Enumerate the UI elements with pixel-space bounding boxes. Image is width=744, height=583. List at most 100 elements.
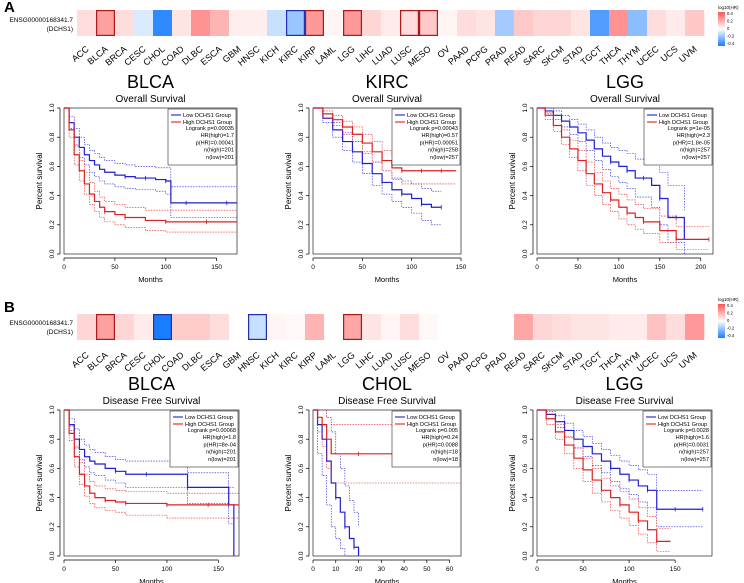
y-tick-label: 0.2 <box>49 522 56 531</box>
x-tick-label: 0 <box>535 566 539 573</box>
y-tick-label: 0.4 <box>298 191 305 200</box>
legend-title: log10(HR) <box>718 5 739 10</box>
legend-stat: p(HR)=0.00051 <box>420 140 458 146</box>
x-tick-label: 0 <box>311 566 315 573</box>
heatmap-0: ENSG00000168341.7(DCHS1)ACCBLCABRCACESCC… <box>9 5 739 69</box>
legend-stat: Logrank p=1e-05 <box>668 126 710 132</box>
heatmap-cell <box>324 10 344 36</box>
cancer-tick-label: UCEC <box>635 44 661 68</box>
legend-stat: Logrank p=0.0028 <box>664 428 709 434</box>
legend-stat: Logrank p=0.00043 <box>410 126 458 132</box>
heatmap-cell <box>590 314 610 340</box>
heatmap-cell <box>476 314 496 340</box>
ci-upper-line <box>313 107 442 192</box>
heatmap-cell <box>685 10 705 36</box>
y-axis-label: Percent survival <box>508 152 517 209</box>
heatmap-cell <box>172 10 192 36</box>
plot-subtitle: Disease Free Survival <box>576 396 674 407</box>
plot-title: BLCA <box>128 374 175 394</box>
y-tick-label: 0.0 <box>298 249 305 258</box>
legend-entry: Low DCHS1 Group <box>183 113 231 119</box>
plot-title: CHOL <box>362 374 412 394</box>
x-tick-label: 100 <box>613 264 624 271</box>
x-tick-label: 150 <box>211 264 222 271</box>
heatmap-cell <box>77 314 97 340</box>
legend-stat: HR(high)=1.7 <box>201 133 234 139</box>
heatmap-cell <box>362 314 382 340</box>
y-tick-label: 0.2 <box>49 220 56 229</box>
heatmap-cell <box>248 314 268 340</box>
y-tick-label: 0.8 <box>298 132 305 141</box>
heatmap-cell <box>647 10 667 36</box>
ci-lower-line <box>313 107 442 226</box>
heatmap-highlight <box>153 314 173 341</box>
y-tick-label: 0.8 <box>298 434 305 443</box>
heatmap-cell <box>324 314 344 340</box>
y-tick-label: 1.0 <box>298 405 305 414</box>
x-tick-label: 100 <box>162 566 173 573</box>
y-tick-label: 0.4 <box>298 493 305 502</box>
legend-entry: High DCHS1 Group <box>658 422 707 428</box>
heatmap-cell <box>609 314 629 340</box>
x-tick-label: 20 <box>355 566 363 573</box>
ci-upper-line <box>537 107 709 227</box>
x-tick-label: 100 <box>160 264 171 271</box>
y-tick-label: 0.8 <box>49 132 56 141</box>
y-tick-label: 0.2 <box>298 220 305 229</box>
ci-upper-line <box>537 409 703 491</box>
y-tick-label: 1.0 <box>522 405 529 414</box>
heatmap-highlight <box>400 10 420 36</box>
heatmap-cell <box>134 10 154 36</box>
y-tick-label: 0.0 <box>49 249 56 258</box>
heatmap-cell <box>362 10 382 36</box>
plot-title: KIRC <box>365 72 408 92</box>
legend-stat: p(HR)=0.00041 <box>196 140 234 146</box>
legend-entry: High DCHS1 Group <box>407 120 456 126</box>
legend-tick: 0.4 <box>727 11 733 16</box>
heatmap-cell <box>685 314 705 340</box>
heatmap-cell <box>267 314 287 340</box>
cancer-tick-label: KICH <box>258 350 281 371</box>
y-axis-label: Percent survival <box>284 454 293 511</box>
heatmap-cell <box>552 314 572 340</box>
cancer-tick-label: LGG <box>336 44 357 64</box>
y-tick-label: 1.0 <box>522 103 529 112</box>
heatmap-cell <box>267 10 287 36</box>
km-plot-blca-1: BLCA Disease Free Survival 0.0 0.2 0.4 0.6 0.8… <box>35 374 240 583</box>
y-axis-label: Percent survival <box>284 152 293 209</box>
legend-entry: High DCHS1 Group <box>407 422 456 428</box>
legend-colorbar <box>718 12 725 46</box>
legend-tick: -0.2 <box>727 326 735 331</box>
legend-stat: n(low)=257 <box>682 155 710 161</box>
legend-stat: HR(high)=2.3 <box>677 133 710 139</box>
y-tick-label: 0.4 <box>49 493 56 502</box>
heatmap-cell <box>514 10 534 36</box>
heatmap-cell <box>248 10 268 36</box>
heatmap-cell <box>419 10 439 36</box>
plot-frame <box>63 107 238 255</box>
heatmap-cell <box>571 10 591 36</box>
heatmap-highlight <box>305 10 325 36</box>
x-tick-label: 0 <box>62 264 66 271</box>
x-tick-label: 100 <box>406 264 417 271</box>
cancer-tick-label: UVM <box>677 44 699 65</box>
legend-colorbar <box>718 304 725 338</box>
y-tick-label: 0.4 <box>522 191 529 200</box>
heatmap-cell <box>153 314 173 340</box>
legend-entry: Low DCHS1 Group <box>658 415 706 421</box>
x-tick-label: 60 <box>446 566 454 573</box>
heatmap-cell <box>666 314 686 340</box>
y-tick-label: 0.0 <box>522 551 529 560</box>
km-plot-blca-0: BLCA Overall Survival 0.0 0.2 0.4 0.6 0.8 1.0 0 5… <box>35 72 238 284</box>
heatmap-cell <box>115 314 135 340</box>
cancer-tick-label: ESCA <box>199 44 224 67</box>
high-group-curve <box>537 409 671 542</box>
x-tick-label: 50 <box>423 566 431 573</box>
gene-name: (DCHS1) <box>47 329 73 336</box>
legend-stat: n(high)=258 <box>428 148 458 154</box>
legend-stat: Logrank p=0.00035 <box>186 126 234 132</box>
legend-tick: -0.4 <box>727 41 735 46</box>
heatmap-cell <box>305 314 325 340</box>
legend-stat: n(high)=18 <box>431 450 458 456</box>
heatmap-cell <box>495 10 515 36</box>
